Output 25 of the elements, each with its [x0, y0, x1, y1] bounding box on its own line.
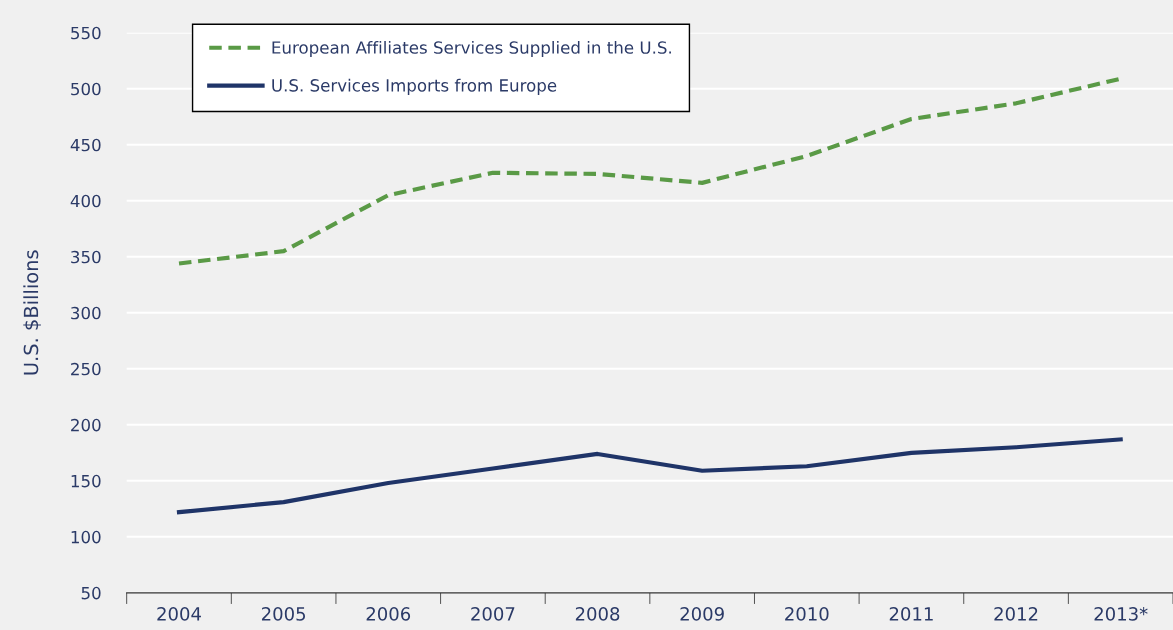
y-tick-label: 400 — [70, 194, 101, 208]
y-tick-label: 200 — [71, 418, 101, 432]
y-tick-label: 500 — [71, 82, 101, 96]
x-tick-label: 2008 — [575, 607, 620, 621]
legend-label: European Affiliates Services Supplied in the U.S. — [272, 40, 671, 58]
y-tick-label: 300 — [71, 306, 101, 320]
x-tick-label: 2006 — [366, 607, 411, 621]
y-tick-label: 100 — [71, 530, 101, 544]
x-tick-label: 2012 — [994, 607, 1038, 621]
y-tick-label: 550 — [71, 26, 101, 40]
x-tick-label: 2009 — [680, 607, 724, 621]
y-tick-label: 350 — [71, 250, 101, 264]
legend-label: U.S. Services Imports from Europe — [272, 78, 557, 95]
y-tick-label: 50 — [81, 586, 101, 600]
x-tick-label: 2011 — [889, 607, 933, 621]
y-axis-title: U.S. $Billions — [23, 250, 41, 375]
line-series — [176, 437, 1123, 515]
y-tick-label: 450 — [70, 138, 101, 152]
x-tick-label: 2004 — [157, 607, 201, 621]
y-tick-label: 250 — [71, 362, 101, 376]
x-tick-label: 2010 — [785, 607, 829, 621]
x-tick-label: 2007 — [471, 607, 515, 621]
x-tick-label: 2005 — [261, 607, 306, 621]
y-tick-label: 150 — [71, 474, 101, 488]
x-tick-label: 2013* — [1094, 607, 1148, 621]
